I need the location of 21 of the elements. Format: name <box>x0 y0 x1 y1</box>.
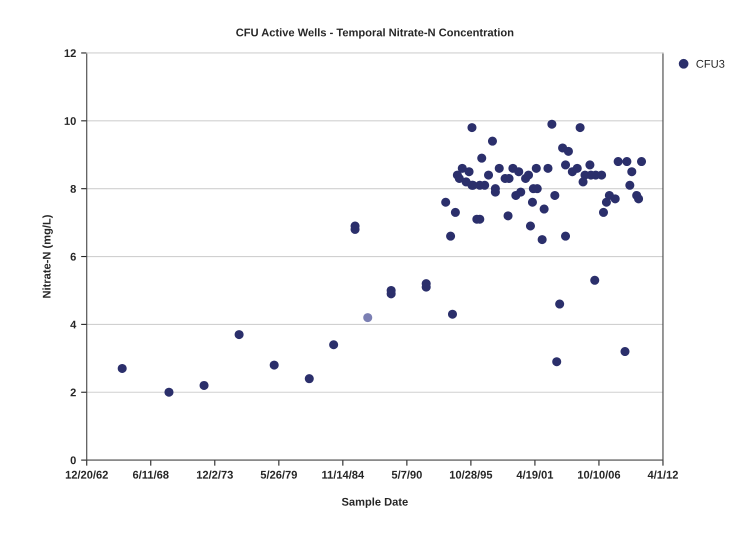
x-tick-label: 4/19/01 <box>516 470 554 479</box>
y-tick-label: 6 <box>70 252 76 261</box>
x-tick-label: 12/20/62 <box>66 470 108 479</box>
x-tick-label: 4/1/12 <box>648 470 678 479</box>
chart-title: CFU Active Wells - Temporal Nitrate-N Concentration <box>236 28 514 39</box>
y-tick-label: 4 <box>70 320 76 328</box>
x-tick-label: 12/2/73 <box>196 470 233 479</box>
y-tick-label: 8 <box>70 184 76 193</box>
y-tick-label: 2 <box>70 388 76 396</box>
x-axis-title: Sample Date <box>342 498 408 508</box>
y-axis-title: Nitrate-N (mg/L) <box>42 215 53 298</box>
legend-label: CFU3 <box>696 60 724 68</box>
x-tick-label: 10/10/06 <box>578 470 620 479</box>
x-tick-label: 11/14/84 <box>322 470 364 479</box>
x-tick-label: 5/7/90 <box>392 470 422 479</box>
y-tick-label: 0 <box>70 456 76 464</box>
x-tick-label: 5/26/79 <box>260 470 297 479</box>
y-tick-label: 12 <box>64 49 76 57</box>
x-tick-label: 6/11/68 <box>132 470 169 479</box>
x-tick-label: 10/28/95 <box>450 470 492 479</box>
y-tick-label: 10 <box>64 117 76 125</box>
